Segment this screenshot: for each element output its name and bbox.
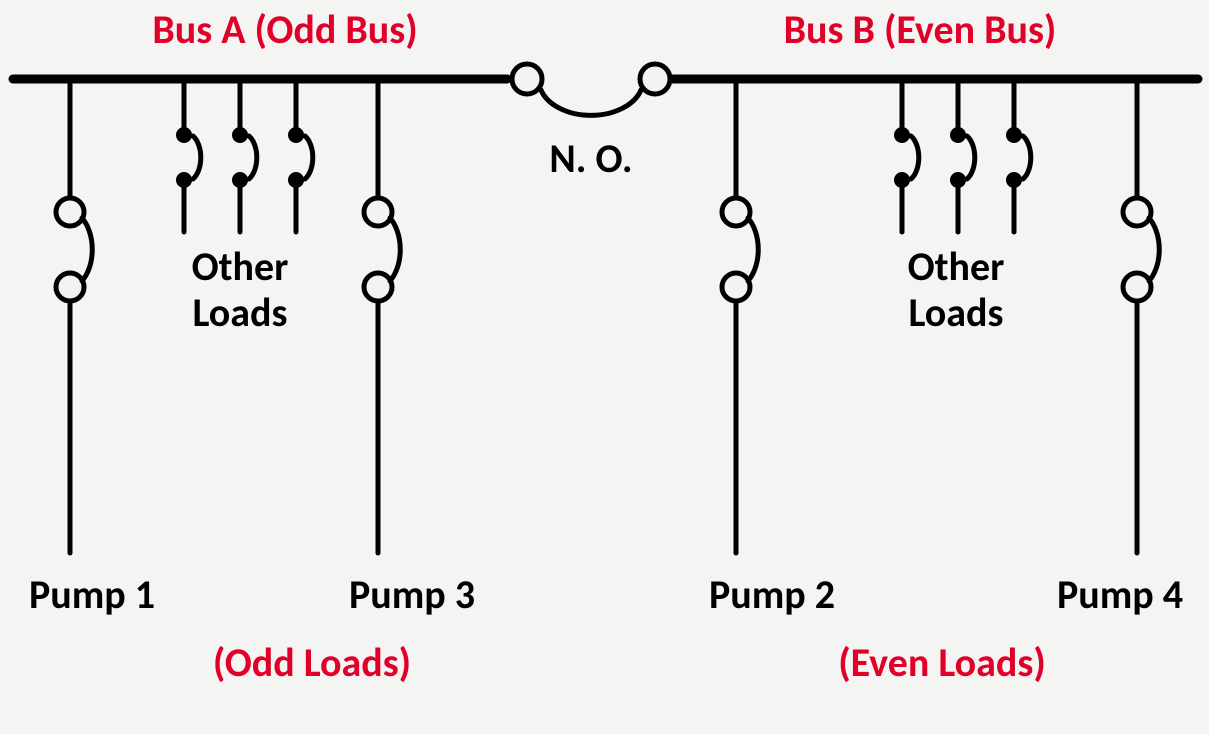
other-loads-b-line2: Loads xyxy=(909,288,1004,337)
pump3-label: Pump 3 xyxy=(349,570,475,619)
bus-tie-breaker xyxy=(512,64,670,115)
feeder-pump3 xyxy=(364,84,400,553)
other-loads-a-line2: Loads xyxy=(193,288,288,337)
other-loads-b-line1: Other xyxy=(908,242,1005,291)
pump4-label: Pump 4 xyxy=(1057,570,1183,619)
feeder-pump2 xyxy=(722,84,758,553)
other-loads-b xyxy=(894,84,1031,232)
pump2-label: Pump 2 xyxy=(709,570,835,619)
other-loads-a xyxy=(176,84,313,232)
pump1-label: Pump 1 xyxy=(29,570,155,619)
feeder-pump1 xyxy=(56,84,92,553)
other-loads-a-line1: Other xyxy=(192,242,289,291)
odd-loads-label: (Odd Loads) xyxy=(213,638,411,687)
bus-a-title: Bus A (Odd Bus) xyxy=(152,5,417,54)
even-loads-label: (Even Loads) xyxy=(838,638,1046,687)
bus-b-title: Bus B (Even Bus) xyxy=(784,5,1057,54)
tie-label: N. O. xyxy=(549,134,632,183)
feeder-pump4 xyxy=(1123,84,1159,553)
